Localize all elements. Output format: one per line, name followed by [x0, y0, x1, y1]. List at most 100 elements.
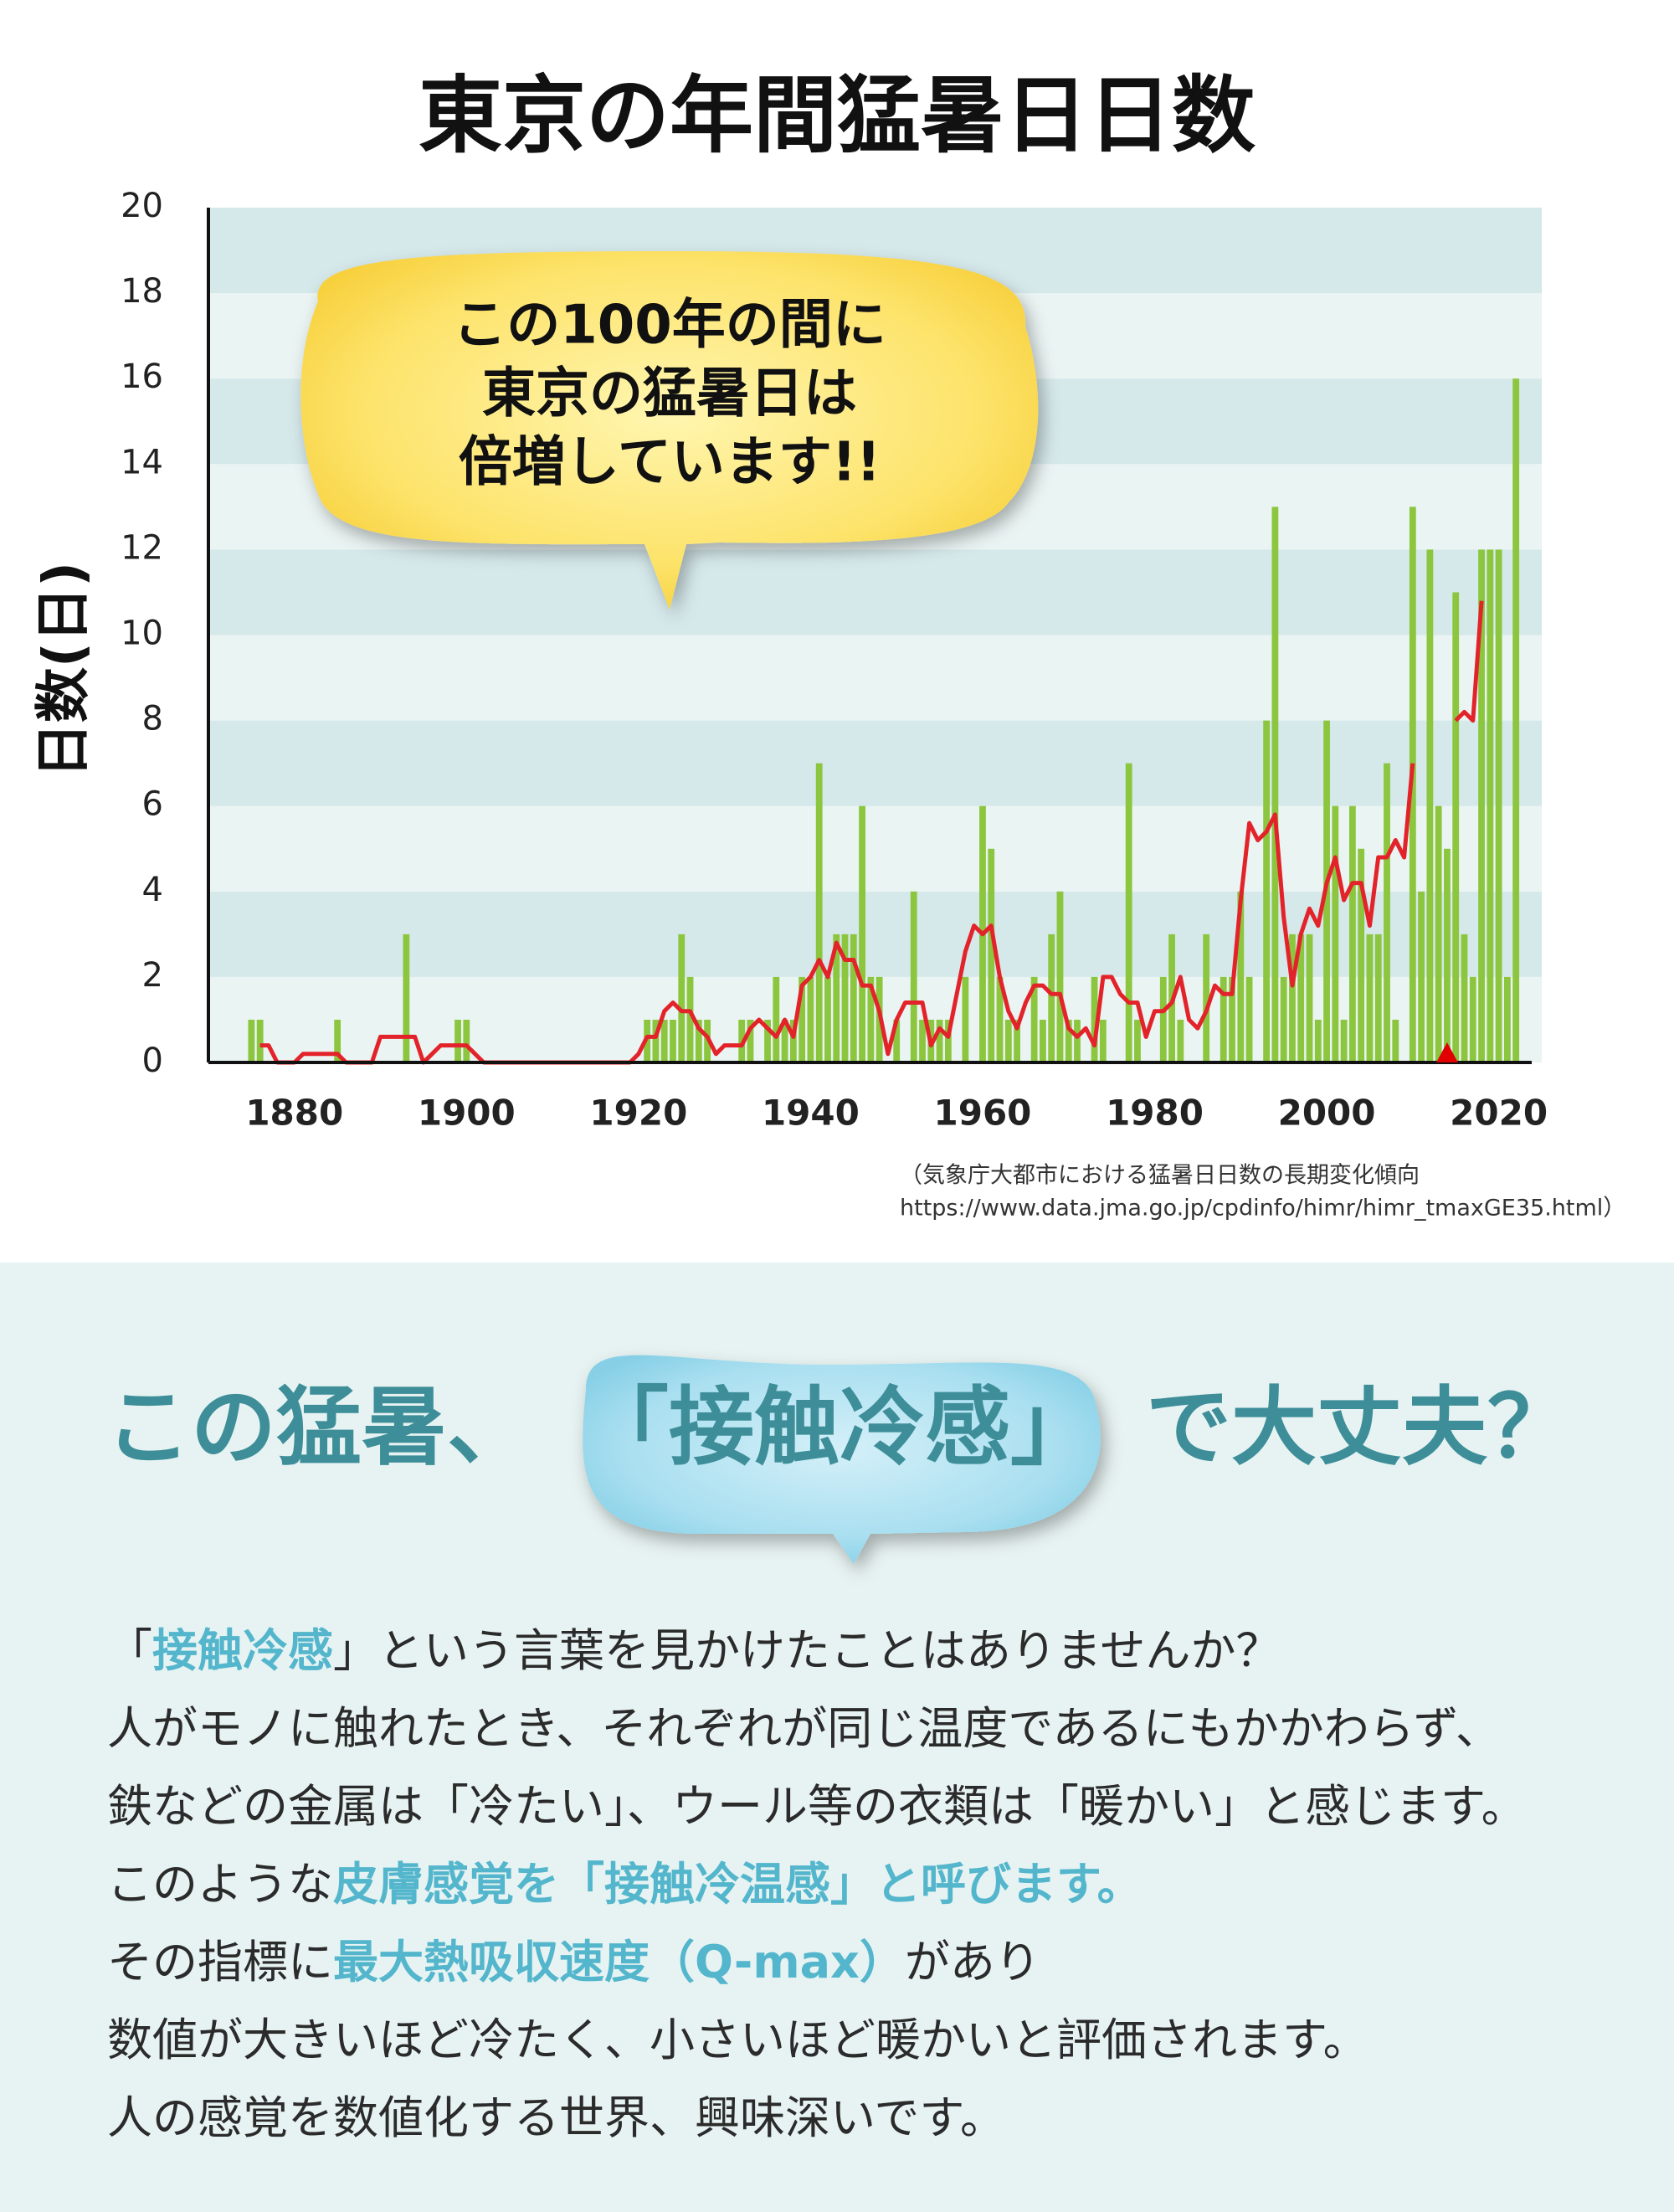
bar	[1091, 976, 1098, 1062]
bar	[1159, 976, 1167, 1062]
bar	[988, 848, 995, 1062]
bar	[248, 1019, 255, 1062]
bar	[1452, 592, 1460, 1062]
x-tick-label: 1940	[762, 1093, 860, 1134]
callout-text: 倍増しています!!	[459, 432, 881, 494]
bar	[652, 1019, 660, 1062]
bar	[1340, 1019, 1348, 1062]
bar	[1374, 934, 1382, 1062]
bar	[1099, 1019, 1107, 1062]
grid-band	[208, 720, 1542, 806]
bar	[807, 976, 814, 1062]
bar	[1306, 934, 1313, 1062]
bar	[1125, 763, 1132, 1062]
bar	[841, 934, 849, 1062]
bar	[1014, 1019, 1020, 1062]
bar	[1040, 1019, 1046, 1062]
callout-text: 東京の猛暑日は	[482, 363, 857, 425]
section: この猛暑、 「接触冷感」 で大丈夫？ 「接触冷感」という言葉を見かけたことはありません…	[105, 1378, 1573, 2144]
bar	[867, 976, 875, 1062]
bar	[1074, 1019, 1081, 1062]
callout-text: この100年の間に	[453, 295, 886, 357]
x-tick-label: 1880	[245, 1093, 343, 1134]
bar	[815, 763, 823, 1062]
bar	[256, 1019, 264, 1062]
bar	[1056, 891, 1064, 1062]
bar	[1065, 1019, 1072, 1062]
y-tick-label: 2	[142, 956, 163, 995]
bar	[1203, 934, 1210, 1062]
bar	[1366, 934, 1374, 1062]
body-line: 人がモノに触れたとき、それぞれが同じ温度であるにもかかわらず、	[107, 1702, 1501, 1755]
body-text: 鉄などの金属は「冷たい」、ウール等の衣類は「暖かい」と感じます。	[107, 1780, 1527, 1833]
bar	[1332, 805, 1339, 1062]
body-line: その指標に最大熱吸収速度（Q-max）があり	[107, 1936, 1040, 1988]
y-tick-label: 14	[121, 443, 163, 481]
bar	[1503, 976, 1511, 1062]
bar	[1177, 1019, 1184, 1062]
body-text: その指標に	[107, 1936, 333, 1988]
bar	[1418, 891, 1425, 1062]
body-line: 「接触冷感」という言葉を見かけたことはありませんか？	[107, 1624, 1281, 1677]
y-tick-label: 6	[142, 785, 163, 824]
bar	[670, 1019, 676, 1062]
bar	[936, 1019, 943, 1062]
body-line: 鉄などの金属は「冷たい」、ウール等の衣類は「暖かい」と感じます。	[107, 1780, 1527, 1833]
body-text: 数値が大きいほど冷たく、小さいほど暖かいと評価されます。	[107, 2014, 1368, 2066]
bar	[833, 934, 840, 1062]
emphasis: 皮膚感覚を「接触冷温感」と呼びます。	[333, 1858, 1143, 1911]
bar	[1469, 976, 1476, 1062]
bar	[764, 1019, 771, 1062]
chart-title: 東京の年間猛暑日日数	[418, 66, 1256, 164]
bar	[789, 1019, 797, 1062]
y-tick-label: 18	[121, 272, 163, 311]
y-tick-label: 20	[121, 187, 163, 225]
x-tick-label: 2000	[1278, 1093, 1376, 1134]
bar	[1245, 976, 1253, 1062]
bar	[695, 1019, 702, 1062]
heading: この猛暑、	[105, 1378, 532, 1478]
body-line: このような皮膚感覚を「接触冷温感」と呼びます。	[107, 1858, 1143, 1911]
emphasis: 接触冷感	[152, 1624, 333, 1677]
marker	[1435, 1042, 1458, 1062]
emphasis: 最大熱吸収速度（Q-max）	[333, 1936, 905, 1988]
bar	[1237, 891, 1245, 1062]
bar	[1392, 1019, 1399, 1062]
bar	[1030, 976, 1038, 1062]
y-tick-label: 10	[121, 615, 163, 653]
body-text: があり	[905, 1936, 1040, 1988]
bar	[463, 1019, 470, 1062]
bar	[1384, 763, 1390, 1062]
bar	[1289, 934, 1296, 1062]
bar	[781, 1019, 788, 1062]
bar	[1461, 934, 1468, 1062]
body-text: 「	[107, 1624, 152, 1677]
y-tick-label: 4	[142, 871, 163, 909]
bar	[944, 1019, 952, 1062]
bar	[1426, 549, 1434, 1062]
y-tick-label: 0	[142, 1042, 163, 1080]
x-tick-label: 2020	[1450, 1093, 1548, 1134]
grid-band	[208, 891, 1542, 977]
bar	[660, 1019, 668, 1062]
bar	[1348, 805, 1356, 1062]
bar	[1004, 1019, 1012, 1062]
bar	[1435, 805, 1442, 1062]
source-note: https://www.data.jma.go.jp/cpdinfo/himr/…	[900, 1196, 1625, 1222]
heading-bubble	[583, 1355, 1101, 1564]
bar	[686, 976, 694, 1062]
bar	[1297, 934, 1305, 1062]
bar	[859, 805, 865, 1062]
bar	[850, 934, 857, 1062]
x-tick-label: 1900	[418, 1093, 516, 1134]
grid-band	[208, 805, 1542, 892]
body-line: 人の感覚を数値化する世界、興味深いです。	[107, 2091, 1005, 2144]
bar	[962, 976, 969, 1062]
heading: で大丈夫？	[1146, 1378, 1573, 1478]
y-tick-label: 16	[121, 358, 163, 396]
bar	[334, 1019, 341, 1062]
x-tick-label: 1980	[1106, 1093, 1204, 1134]
bar	[1314, 1019, 1322, 1062]
